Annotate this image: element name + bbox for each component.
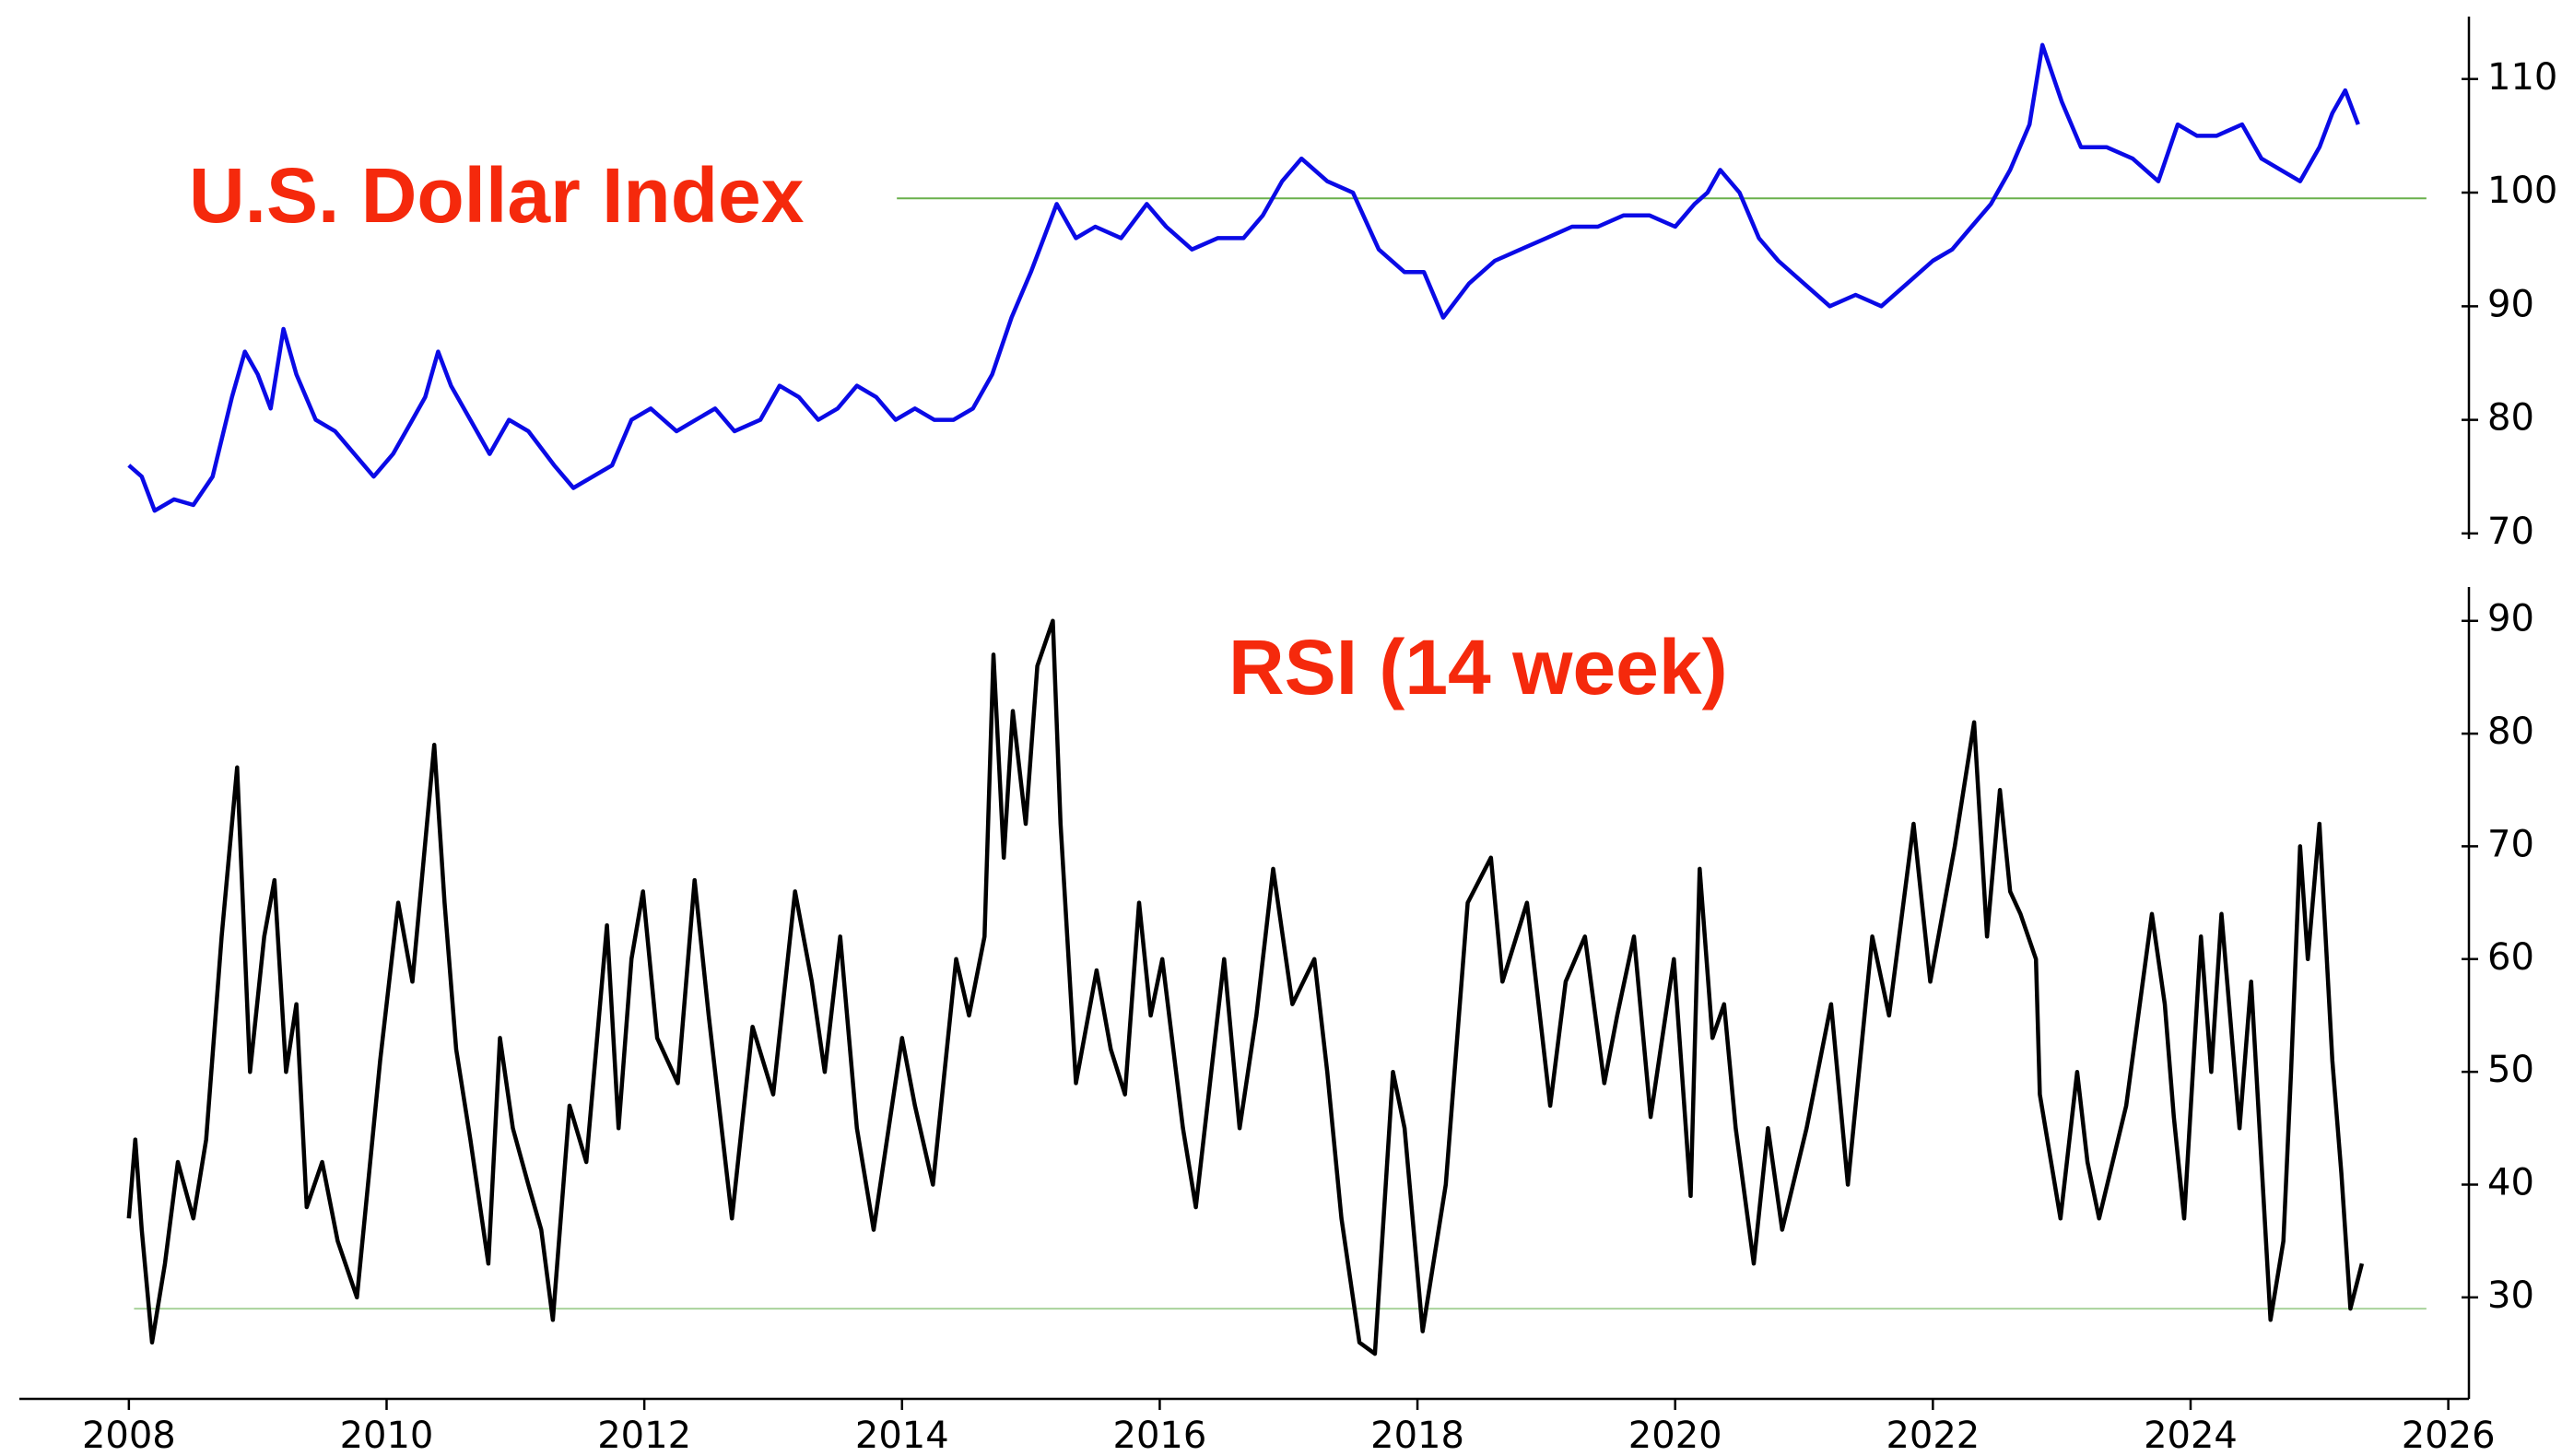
- y-tick-label: 60: [2487, 936, 2534, 979]
- x-tick-label: 2016: [1113, 1415, 1207, 1456]
- y-tick-label: 80: [2487, 710, 2534, 753]
- x-tick-label: 2010: [340, 1415, 434, 1456]
- x-tick-label: 2008: [82, 1415, 176, 1456]
- data-line: [126, 618, 2365, 1356]
- y-tick-label: 90: [2487, 598, 2534, 640]
- x-tick-label: 2014: [855, 1415, 949, 1456]
- y-tick-label: 30: [2487, 1274, 2534, 1317]
- x-tick-label: 2012: [597, 1415, 691, 1456]
- y-tick-label: 50: [2487, 1049, 2534, 1091]
- x-tick-label: 2018: [1370, 1415, 1464, 1456]
- y-tick-label: 70: [2487, 511, 2534, 553]
- chart-title: U.S. Dollar Index: [189, 152, 805, 239]
- chart-title: RSI (14 week): [1228, 624, 1728, 710]
- y-tick-label: 90: [2487, 283, 2534, 325]
- x-tick-label: 2020: [1628, 1415, 1722, 1456]
- x-tick-label: 2026: [2402, 1415, 2496, 1456]
- y-tick-label: 110: [2487, 56, 2557, 99]
- data-line: [127, 42, 2360, 513]
- x-tick-label: 2022: [1886, 1415, 1980, 1456]
- y-tick-label: 100: [2487, 170, 2557, 212]
- y-tick-label: 80: [2487, 397, 2534, 440]
- y-tick-label: 70: [2487, 823, 2534, 865]
- y-tick-label: 40: [2487, 1162, 2534, 1204]
- x-tick-label: 2024: [2144, 1415, 2238, 1456]
